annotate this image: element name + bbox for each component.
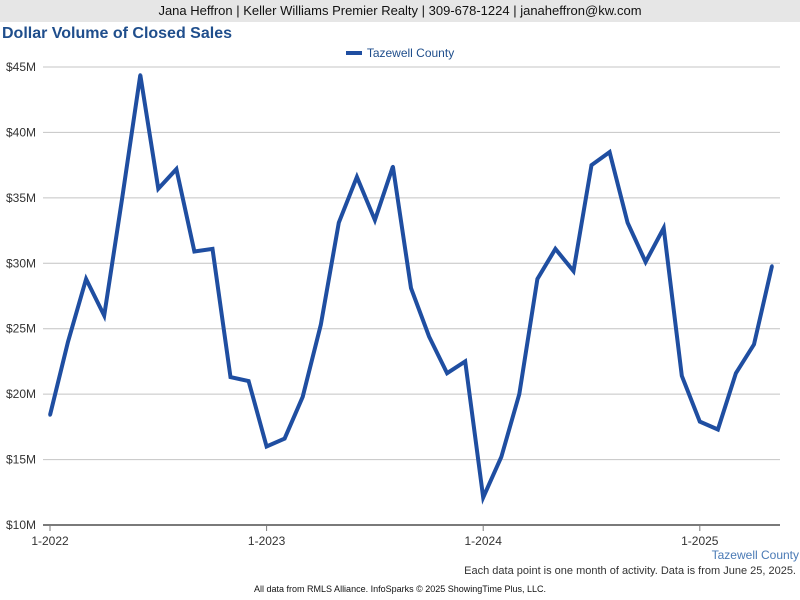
data-point bbox=[698, 420, 702, 424]
data-point bbox=[102, 314, 106, 318]
y-tick-label: $45M bbox=[6, 60, 36, 74]
y-tick-label: $20M bbox=[6, 387, 36, 401]
data-point bbox=[337, 221, 341, 225]
data-point bbox=[391, 164, 395, 169]
data-note: Each data point is one month of activity… bbox=[464, 565, 796, 577]
data-point bbox=[174, 167, 178, 171]
data-point bbox=[319, 323, 323, 327]
data-point bbox=[48, 413, 52, 417]
data-point bbox=[662, 226, 666, 230]
data-point bbox=[626, 221, 630, 225]
region-label: Tazewell County bbox=[711, 548, 799, 562]
y-axis-ticks: $10M $15M $20M $25M $30M $35M $40M $45M bbox=[6, 60, 36, 532]
data-point bbox=[499, 455, 503, 459]
data-point bbox=[770, 264, 774, 268]
data-point bbox=[535, 277, 539, 281]
series-line-tazewell-county bbox=[48, 74, 774, 505]
data-point bbox=[283, 437, 287, 441]
data-point bbox=[192, 249, 196, 254]
chart-gridlines bbox=[43, 66, 780, 461]
contact-header: Jana Heffron | Keller Williams Premier R… bbox=[0, 0, 800, 22]
data-point bbox=[481, 495, 485, 500]
data-point bbox=[553, 247, 558, 251]
data-point bbox=[265, 444, 269, 449]
data-point bbox=[463, 359, 467, 364]
x-tick-label: 1-2023 bbox=[248, 534, 286, 548]
data-point bbox=[644, 260, 648, 264]
data-point bbox=[517, 392, 521, 396]
y-tick-label: $30M bbox=[6, 256, 36, 270]
data-point bbox=[752, 342, 756, 347]
data-point bbox=[680, 374, 684, 378]
data-point bbox=[734, 371, 738, 375]
x-axis-ticks: 1-2022 1-2023 1-2024 1-2025 bbox=[31, 525, 719, 548]
legend-label: Tazewell County bbox=[366, 46, 455, 60]
legend-swatch bbox=[345, 50, 362, 55]
data-point bbox=[427, 334, 431, 339]
data-point bbox=[138, 73, 142, 77]
x-tick-label: 1-2022 bbox=[31, 534, 69, 548]
data-point bbox=[210, 247, 215, 251]
data-point bbox=[373, 218, 377, 222]
chart-series bbox=[48, 73, 774, 505]
y-tick-label: $25M bbox=[6, 322, 36, 336]
chart-title: Dollar Volume of Closed Sales bbox=[2, 25, 232, 42]
data-point bbox=[607, 150, 612, 154]
data-point bbox=[156, 187, 160, 191]
data-point bbox=[716, 427, 720, 432]
data-point bbox=[84, 277, 88, 281]
data-point bbox=[228, 375, 233, 379]
data-point bbox=[409, 286, 413, 290]
data-point bbox=[355, 175, 359, 179]
data-point bbox=[246, 379, 251, 383]
data-point bbox=[571, 269, 576, 273]
x-tick-label: 1-2025 bbox=[681, 534, 719, 548]
y-tick-label: $35M bbox=[6, 191, 36, 205]
data-point bbox=[66, 340, 70, 344]
data-point bbox=[301, 395, 305, 399]
x-tick-label: 1-2024 bbox=[465, 534, 503, 548]
data-point bbox=[120, 196, 124, 200]
y-tick-label: $40M bbox=[6, 125, 36, 139]
data-point bbox=[445, 371, 449, 375]
data-point bbox=[589, 163, 594, 167]
footer-credit: All data from RMLS Alliance. InfoSparks … bbox=[254, 584, 546, 594]
y-tick-label: $10M bbox=[6, 518, 36, 532]
chart-legend[interactable]: Tazewell County bbox=[0, 46, 800, 60]
y-tick-label: $15M bbox=[6, 453, 36, 467]
